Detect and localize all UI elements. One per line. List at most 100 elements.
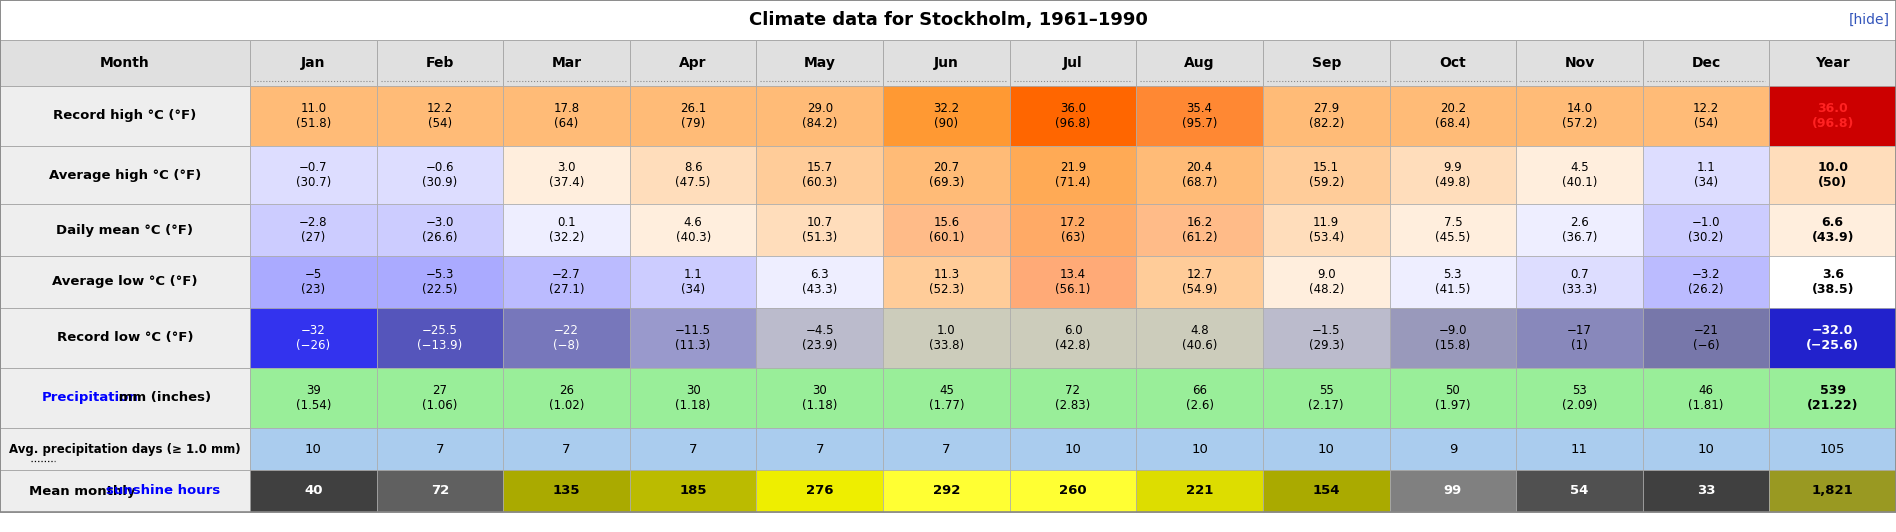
Bar — [629, 204, 757, 256]
Text: 46
(1.81): 46 (1.81) — [1689, 384, 1723, 412]
Bar — [1517, 204, 1642, 256]
Text: 2.6
(36.7): 2.6 (36.7) — [1562, 216, 1596, 244]
Text: 17.8
(64): 17.8 (64) — [554, 102, 580, 130]
Text: Record high °C (°F): Record high °C (°F) — [53, 110, 197, 122]
Bar — [250, 470, 377, 512]
Bar — [1136, 86, 1263, 146]
Bar — [629, 308, 757, 368]
Text: 66
(2.6): 66 (2.6) — [1185, 384, 1213, 412]
Bar — [377, 86, 502, 146]
Text: 7: 7 — [942, 443, 950, 455]
Bar — [1136, 368, 1263, 428]
Bar — [1263, 308, 1390, 368]
Bar — [502, 204, 629, 256]
Text: 12.2
(54): 12.2 (54) — [427, 102, 453, 130]
Bar — [1136, 470, 1263, 512]
Text: −11.5
(11.3): −11.5 (11.3) — [675, 324, 711, 352]
Bar — [1011, 146, 1136, 204]
Text: 20.7
(69.3): 20.7 (69.3) — [929, 161, 963, 189]
Text: 50
(1.97): 50 (1.97) — [1435, 384, 1471, 412]
Bar — [1769, 40, 1896, 86]
Text: −0.7
(30.7): −0.7 (30.7) — [296, 161, 332, 189]
Bar — [1769, 256, 1896, 308]
Bar — [884, 86, 1011, 146]
Bar — [884, 308, 1011, 368]
Text: mm (inches): mm (inches) — [114, 392, 210, 404]
Text: 20.4
(68.7): 20.4 (68.7) — [1181, 161, 1217, 189]
Text: Aug: Aug — [1185, 56, 1215, 70]
Bar — [250, 86, 377, 146]
Bar — [0, 428, 250, 470]
Bar — [757, 204, 884, 256]
Bar — [250, 146, 377, 204]
Text: −4.5
(23.9): −4.5 (23.9) — [802, 324, 838, 352]
Text: 539
(21.22): 539 (21.22) — [1807, 384, 1858, 412]
Bar — [1517, 40, 1642, 86]
Text: −22
(−8): −22 (−8) — [554, 324, 580, 352]
Text: 13.4
(56.1): 13.4 (56.1) — [1056, 268, 1090, 296]
Bar — [250, 256, 377, 308]
Text: −32
(−26): −32 (−26) — [296, 324, 330, 352]
Text: 154: 154 — [1312, 485, 1340, 497]
Text: 10: 10 — [305, 443, 322, 455]
Bar — [1263, 470, 1390, 512]
Text: 9.9
(49.8): 9.9 (49.8) — [1435, 161, 1471, 189]
Text: −21
(−6): −21 (−6) — [1693, 324, 1720, 352]
Text: Average high °C (°F): Average high °C (°F) — [49, 169, 201, 181]
Bar — [1769, 146, 1896, 204]
Text: −5
(23): −5 (23) — [301, 268, 326, 296]
Text: 12.7
(54.9): 12.7 (54.9) — [1181, 268, 1217, 296]
Text: 9.0
(48.2): 9.0 (48.2) — [1308, 268, 1344, 296]
Bar — [1263, 368, 1390, 428]
Text: 15.1
(59.2): 15.1 (59.2) — [1308, 161, 1344, 189]
Text: 1.1
(34): 1.1 (34) — [1693, 161, 1718, 189]
Bar — [1517, 428, 1642, 470]
Text: 39
(1.54): 39 (1.54) — [296, 384, 332, 412]
Bar — [1517, 86, 1642, 146]
Text: Nov: Nov — [1564, 56, 1595, 70]
Bar — [629, 428, 757, 470]
Bar — [1642, 86, 1769, 146]
Bar — [1769, 308, 1896, 368]
Bar — [1263, 204, 1390, 256]
Bar — [884, 428, 1011, 470]
Bar — [250, 428, 377, 470]
Bar — [757, 256, 884, 308]
Text: 4.8
(40.6): 4.8 (40.6) — [1181, 324, 1217, 352]
Text: 7: 7 — [563, 443, 571, 455]
Text: 14.0
(57.2): 14.0 (57.2) — [1562, 102, 1596, 130]
Bar — [1642, 368, 1769, 428]
Bar — [1517, 470, 1642, 512]
Bar — [1011, 368, 1136, 428]
Text: Mar: Mar — [552, 56, 582, 70]
Text: 10: 10 — [1064, 443, 1081, 455]
Bar — [1263, 146, 1390, 204]
Text: 6.0
(42.8): 6.0 (42.8) — [1056, 324, 1090, 352]
Text: Year: Year — [1814, 56, 1850, 70]
Text: 40: 40 — [303, 485, 322, 497]
Text: Precipitation: Precipitation — [42, 392, 138, 404]
Bar — [1642, 204, 1769, 256]
Text: 0.1
(32.2): 0.1 (32.2) — [548, 216, 584, 244]
Text: sunshine hours: sunshine hours — [106, 485, 220, 497]
Bar — [0, 204, 250, 256]
Bar — [884, 256, 1011, 308]
Bar — [629, 40, 757, 86]
Text: 35.4
(95.7): 35.4 (95.7) — [1181, 102, 1217, 130]
Text: 12.2
(54): 12.2 (54) — [1693, 102, 1720, 130]
Bar — [629, 256, 757, 308]
Bar — [1136, 40, 1263, 86]
Bar — [1390, 256, 1517, 308]
Text: Avg. precipitation days (≥ 1.0 mm): Avg. precipitation days (≥ 1.0 mm) — [9, 443, 241, 455]
Bar — [629, 470, 757, 512]
Bar — [0, 256, 250, 308]
Text: Month: Month — [100, 56, 150, 70]
Bar — [757, 368, 884, 428]
Text: 10.7
(51.3): 10.7 (51.3) — [802, 216, 838, 244]
Text: 45
(1.77): 45 (1.77) — [929, 384, 965, 412]
Text: Jul: Jul — [1064, 56, 1083, 70]
Bar — [377, 428, 502, 470]
Bar — [629, 146, 757, 204]
Bar — [1136, 146, 1263, 204]
Bar — [0, 470, 250, 512]
